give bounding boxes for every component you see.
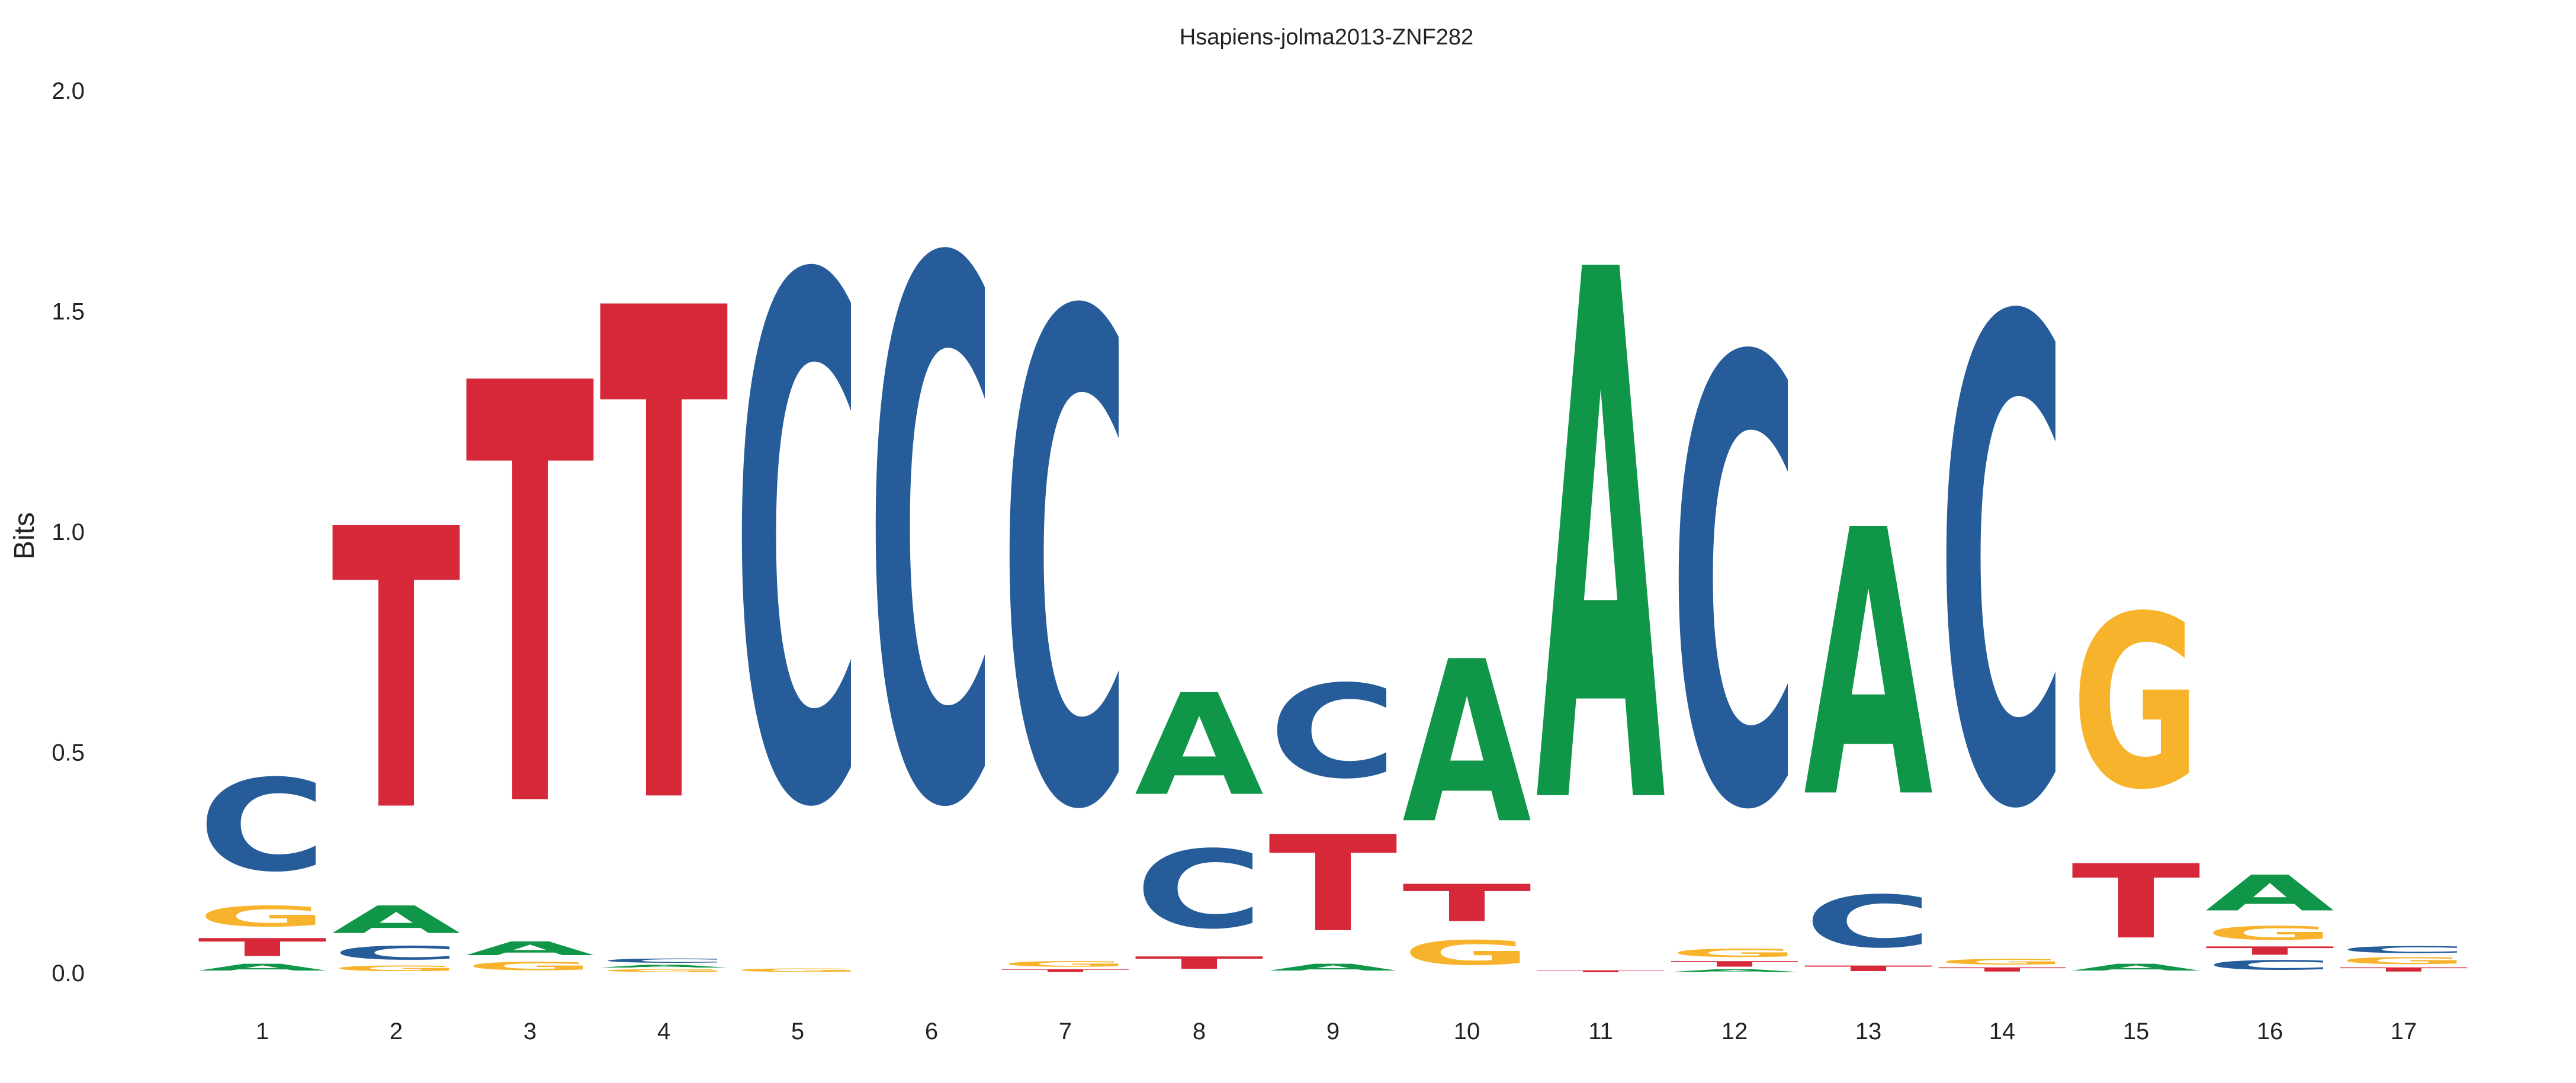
logo-letter-t: T	[1804, 964, 1933, 973]
y-tick-label: 1.0	[52, 519, 85, 545]
logo-letter-a: A	[198, 962, 327, 973]
logo-letter-t: T	[198, 933, 327, 962]
x-tick-label: 10	[1454, 1018, 1480, 1045]
logo-letter-c: C	[198, 753, 327, 899]
x-tick-label: 4	[657, 1018, 670, 1045]
logo-letter-t: T	[332, 449, 462, 896]
x-tick-label: 15	[2123, 1018, 2150, 1045]
x-axis-ticks: 1 2 3 4 5 6 7 8 9 10 11 12 13 14 15 16 17	[256, 1018, 2417, 1045]
logo-letter-c: C	[332, 942, 461, 964]
logo-letter-a: A	[1135, 665, 1265, 827]
y-axis-ticks: 0.0 0.5 1.0 1.5 2.0	[52, 78, 85, 986]
x-tick-label: 13	[1855, 1018, 1882, 1045]
x-tick-label: 7	[1059, 1018, 1072, 1045]
x-tick-label: 5	[791, 1018, 804, 1045]
x-tick-label: 9	[1326, 1018, 1340, 1045]
logo-letter-a: A	[1670, 969, 1799, 973]
logo-letter-t: T	[2071, 843, 2202, 962]
logo-letter-c: C	[1135, 828, 1264, 953]
logo-letter-t: T	[1268, 808, 1399, 962]
logo-letter-g: G	[1402, 933, 1531, 973]
logo-letter-c: C	[2205, 957, 2334, 973]
y-axis-label: Bits	[9, 512, 40, 560]
logo-letter-g: G	[1670, 946, 1799, 959]
logo-letter-a: A	[2205, 865, 2334, 922]
y-tick-label: 0.0	[52, 960, 85, 986]
x-tick-label: 1	[256, 1018, 269, 1045]
logo-letter-a: A	[465, 938, 595, 960]
x-tick-label: 2	[390, 1018, 403, 1045]
y-tick-label: 1.5	[52, 299, 85, 325]
logo-letter-t: T	[1938, 966, 2067, 973]
logo-letter-a: A	[599, 964, 728, 968]
x-tick-label: 16	[2257, 1018, 2283, 1045]
logo-letter-g: G	[465, 960, 595, 973]
logo-letter-g: G	[2071, 565, 2201, 842]
x-tick-label: 3	[523, 1018, 537, 1045]
logo-letter-a: A	[332, 898, 461, 942]
logo-letter-g: G	[599, 969, 728, 973]
logo-letter-t: T	[1135, 953, 1264, 972]
logo-letter-t: T	[2339, 966, 2468, 973]
logo-letter-c: C	[2339, 944, 2468, 956]
logo-letter-g: G	[2339, 955, 2468, 966]
logo-letter-g: G	[2205, 922, 2334, 944]
logo-letter-a: A	[1536, 120, 1666, 968]
x-tick-label: 14	[1989, 1018, 2016, 1045]
logo-letter-t: T	[1670, 960, 1799, 969]
logo-letter-g: G	[332, 964, 461, 973]
x-tick-label: 17	[2391, 1018, 2417, 1045]
x-tick-label: 11	[1588, 1018, 1613, 1045]
logo-letter-c: C	[1268, 658, 1398, 808]
logo-letter-c: C	[1670, 233, 1799, 944]
logo-letter-a: A	[1268, 962, 1398, 973]
x-tick-label: 8	[1193, 1018, 1206, 1045]
logo-letter-t: T	[1402, 874, 1531, 933]
chart-title: Hsapiens-jolma2013-ZNF282	[1180, 25, 1473, 50]
logo-letter-c: C	[733, 130, 862, 965]
logo-letter-t: T	[1001, 969, 1130, 973]
logo-letter-c: C	[1804, 880, 1933, 964]
logo-letter-c: C	[867, 110, 996, 970]
logo-letter-c: C	[1001, 176, 1130, 957]
x-tick-label: 6	[925, 1018, 938, 1045]
logo-letter-a: A	[2071, 962, 2201, 973]
y-tick-label: 0.5	[52, 740, 85, 766]
logo-letter-t: T	[465, 263, 596, 935]
logo-letter-t: T	[1536, 970, 1665, 973]
logo-letter-t: T	[599, 170, 730, 955]
logo-letter-g: G	[198, 900, 327, 933]
logo-letter-t: T	[2205, 944, 2334, 957]
logo-letter-g: G	[1001, 960, 1130, 969]
logo-letter-a: A	[1402, 615, 1533, 873]
logo-letter-g: G	[1938, 957, 2067, 966]
logo-letter-g: G	[733, 968, 862, 973]
x-tick-label: 12	[1721, 1018, 1748, 1045]
logo-letter-c: C	[599, 957, 728, 964]
logo-letter-c: C	[1938, 183, 2067, 955]
logo-letter-a: A	[1804, 454, 1934, 879]
y-tick-label: 2.0	[52, 78, 85, 104]
